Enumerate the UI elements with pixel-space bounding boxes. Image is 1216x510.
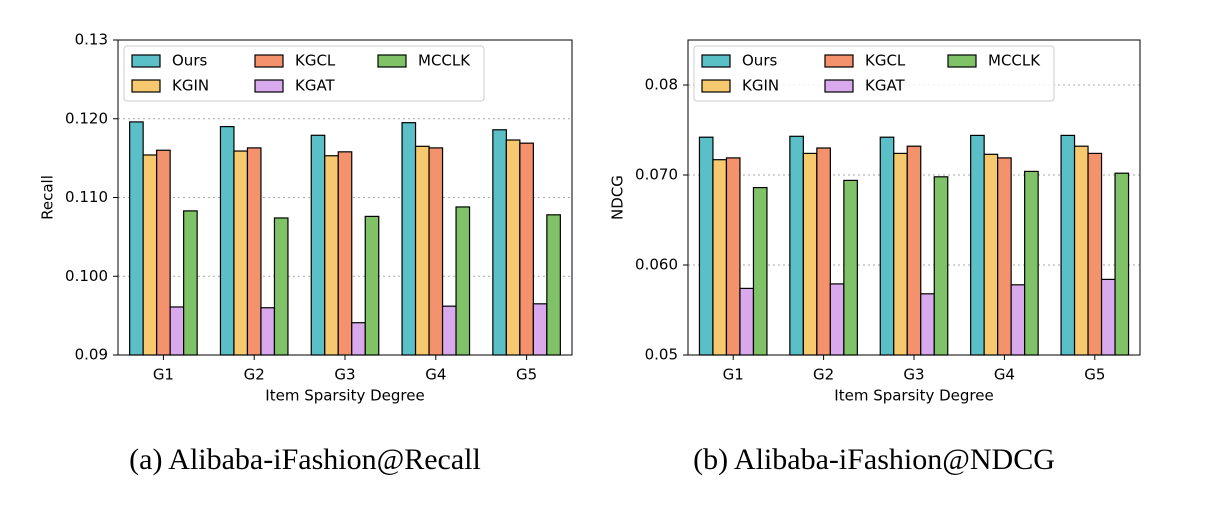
bar [1060, 134, 1076, 356]
y-tick-label: 0.110 [65, 188, 108, 206]
bar [337, 151, 353, 356]
legend-label: KGIN [172, 77, 209, 95]
bar [129, 121, 144, 356]
plot-frame [687, 39, 1141, 356]
bar [169, 306, 185, 356]
x-axis-label: Item Sparsity Degree [265, 387, 424, 405]
bar [802, 152, 818, 356]
bar [879, 136, 895, 356]
bar [310, 134, 326, 356]
legend-swatch [131, 79, 161, 93]
bar [505, 139, 521, 356]
bar [156, 149, 171, 356]
bar [933, 176, 949, 356]
bar [273, 217, 289, 356]
legend-label: Ours [742, 52, 777, 70]
legend-swatch [701, 54, 731, 68]
bar [997, 157, 1012, 356]
legend-label: MCCLK [418, 52, 471, 70]
bar [970, 134, 985, 356]
x-tick-label: G5 [1084, 366, 1105, 384]
legend-label: KGCL [865, 52, 906, 70]
y-tick-label: 0.09 [75, 346, 108, 364]
bar [492, 129, 507, 356]
bar [1114, 172, 1130, 356]
bar [219, 126, 235, 356]
y-axis-label: Recall [39, 175, 57, 220]
bar [246, 147, 262, 356]
x-tick-label: G4 [425, 366, 446, 384]
bar [1073, 145, 1089, 356]
y-tick-label: 0.060 [635, 256, 678, 274]
y-tick-label: 0.070 [635, 166, 678, 184]
bar [351, 322, 366, 356]
bar [183, 210, 198, 356]
legend-label: KGCL [295, 52, 336, 70]
legend-swatch [131, 54, 161, 68]
bar [1024, 170, 1039, 356]
y-tick-label: 0.13 [75, 31, 108, 49]
bar [1087, 152, 1103, 356]
legend-label: KGAT [865, 77, 906, 95]
x-tick-label: G2 [244, 366, 265, 384]
y-tick-label: 0.100 [65, 267, 108, 285]
bar [725, 157, 741, 356]
bar [906, 145, 922, 356]
bar [455, 206, 471, 356]
bar [698, 136, 714, 356]
legend-label: KGAT [295, 77, 336, 95]
bar [142, 154, 158, 356]
bar [893, 152, 908, 356]
x-tick-label: G2 [813, 366, 834, 384]
x-tick-label: G5 [516, 366, 537, 384]
legend-swatch [254, 54, 284, 68]
x-tick-label: G4 [994, 366, 1015, 384]
caption: (a) Alibaba-iFashion@Recall [129, 443, 481, 476]
bar [414, 145, 430, 356]
legend-label: Ours [172, 52, 207, 70]
bar [920, 293, 935, 356]
bar [233, 150, 249, 356]
legend-label: KGIN [742, 77, 779, 95]
bar [260, 307, 276, 356]
bar [789, 135, 804, 356]
bar [816, 147, 831, 356]
legend-swatch [377, 54, 407, 68]
x-tick-label: G3 [334, 366, 355, 384]
bar [519, 142, 534, 356]
bar [364, 215, 380, 356]
bar [401, 122, 417, 356]
y-tick-label: 0.05 [645, 346, 678, 364]
x-tick-label: G3 [903, 366, 924, 384]
caption: (b) Alibaba-iFashion@NDCG [693, 443, 1055, 476]
legend-swatch [701, 79, 731, 93]
legend-swatch [824, 79, 854, 93]
x-tick-label: G1 [153, 366, 174, 384]
bar [441, 305, 457, 356]
x-axis-label: Item Sparsity Degree [834, 387, 993, 405]
bar [546, 214, 561, 356]
bar [829, 283, 845, 356]
y-tick-label: 0.120 [65, 109, 108, 127]
bar [532, 303, 548, 356]
legend-swatch [824, 54, 854, 68]
bar [712, 159, 728, 356]
legend-swatch [947, 54, 977, 68]
bar [428, 147, 444, 356]
legend-label: MCCLK [988, 52, 1041, 70]
bar [983, 153, 999, 356]
bar [324, 155, 339, 356]
y-tick-label: 0.08 [645, 76, 678, 94]
bar [1100, 278, 1116, 356]
plot-frame [117, 39, 573, 356]
x-tick-label: G1 [723, 366, 744, 384]
bar [739, 287, 755, 356]
bar [752, 187, 768, 356]
bar [1010, 284, 1026, 356]
legend-swatch [254, 79, 284, 93]
bar [843, 179, 858, 356]
y-axis-label: NDCG [609, 175, 627, 220]
